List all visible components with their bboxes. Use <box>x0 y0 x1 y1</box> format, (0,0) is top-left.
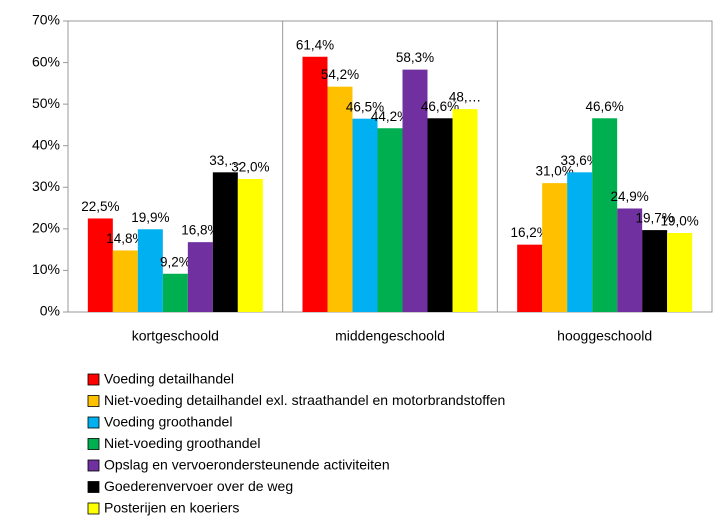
bar <box>517 244 543 312</box>
x-tick-label: kortgeschoold <box>132 328 219 344</box>
legend-swatch <box>87 395 100 407</box>
value-label: 33,… <box>209 153 241 168</box>
legend-swatch <box>87 502 100 515</box>
value-label: 22,5% <box>81 199 119 214</box>
legend-label: Goederenvervoer over de weg <box>104 478 293 494</box>
legend-swatch <box>87 481 100 493</box>
value-label: 14,8% <box>106 231 144 246</box>
value-label: 58,3% <box>396 50 434 65</box>
legend-swatch <box>87 373 100 386</box>
value-label: 44,2% <box>371 109 409 124</box>
bar <box>617 208 643 312</box>
value-label: 19,7% <box>636 211 674 226</box>
value-label: 32,0% <box>231 160 269 175</box>
bar <box>327 86 353 312</box>
y-tick-label: 10% <box>32 261 60 277</box>
bar <box>542 183 568 312</box>
value-label: 48,… <box>449 90 481 105</box>
value-label: 19,0% <box>661 214 699 229</box>
legend-swatch <box>87 438 100 450</box>
legend-swatch <box>87 459 100 472</box>
value-label: 46,5% <box>346 99 384 114</box>
bar <box>87 218 113 312</box>
y-tick-label: 40% <box>32 136 60 152</box>
y-tick-label: 70% <box>32 12 60 28</box>
bar <box>237 178 263 312</box>
legend-label: Voeding detailhandel <box>104 371 234 387</box>
bar <box>377 128 403 312</box>
legend-label: Niet-voeding detailhandel exl. straathan… <box>104 392 505 408</box>
bar <box>137 229 163 312</box>
value-label: 46,6% <box>586 99 624 114</box>
legend-label: Opslag en vervoerondersteunende activite… <box>104 457 390 473</box>
bar <box>212 172 238 312</box>
bar <box>112 250 138 312</box>
bar <box>352 118 378 312</box>
legend-label: Posterijen en koeriers <box>104 500 239 516</box>
y-tick-label: 0% <box>40 303 60 319</box>
value-label: 19,9% <box>131 210 169 225</box>
value-label: 61,4% <box>296 37 334 52</box>
value-label: 46,6% <box>421 99 459 114</box>
value-label: 31,0% <box>536 164 574 179</box>
bar <box>592 118 618 312</box>
value-label: 16,2% <box>511 225 549 240</box>
value-label: 54,2% <box>321 67 359 82</box>
bar <box>187 242 213 312</box>
bar <box>452 109 478 312</box>
value-label: 24,9% <box>611 189 649 204</box>
y-tick-label: 20% <box>32 220 60 236</box>
legend-label: Niet-voeding groothandel <box>104 435 260 451</box>
y-tick-label: 30% <box>32 178 60 194</box>
bar <box>667 233 693 312</box>
value-label: 33,6% <box>561 153 599 168</box>
value-label: 9,2% <box>160 254 191 269</box>
bar <box>402 69 428 312</box>
bar <box>642 230 668 312</box>
bar <box>427 118 453 312</box>
bar <box>162 273 188 312</box>
x-tick-label: middengeschoold <box>335 328 445 344</box>
legend-swatch <box>87 416 100 429</box>
y-tick-label: 60% <box>32 53 60 69</box>
x-tick-label: hooggeschoold <box>557 328 652 344</box>
bar <box>302 56 328 312</box>
bar <box>567 172 593 312</box>
y-tick-label: 50% <box>32 95 60 111</box>
legend-label: Voeding groothandel <box>104 414 232 430</box>
value-label: 16,8% <box>181 223 219 238</box>
